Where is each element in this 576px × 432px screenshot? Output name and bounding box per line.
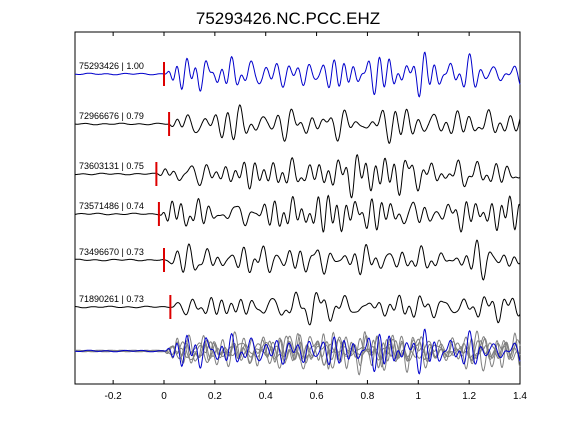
trace-labels-group: 75293426 | 1.00 72966676 | 0.79 73603131 |…: [79, 61, 144, 304]
x-tick-label: 0.6: [310, 391, 324, 402]
trace-label-4: 73571486 | 0.74: [79, 201, 144, 211]
picks-group: [155, 62, 172, 319]
overlay-trace-5: [75, 335, 521, 370]
traces-group: [74, 51, 521, 326]
x-tick-label: 0.8: [360, 391, 374, 402]
x-tick-label: 0.2: [208, 391, 222, 402]
x-tick-label: -0.2: [105, 391, 123, 402]
trace-label-2: 72966676 | 0.79: [79, 111, 144, 121]
chart-title: 75293426.NC.PCC.EHZ: [196, 9, 380, 28]
trace-label-3: 73603131 | 0.75: [79, 161, 144, 171]
x-tick-label: 1: [416, 391, 422, 402]
trace-line-4: [74, 194, 521, 233]
trace-line-2: [74, 104, 521, 144]
x-tick-label: 1.2: [462, 391, 476, 402]
trace-label-6: 71890261 | 0.73: [79, 294, 144, 304]
trace-label-5: 73496670 | 0.73: [79, 247, 144, 257]
overlay-group: [74, 328, 521, 376]
trace-line-6: [75, 291, 521, 326]
x-tick-label: 0: [161, 391, 167, 402]
trace-line-1: [74, 51, 521, 98]
overlay-reference-trace: [74, 328, 521, 375]
x-axis: -0.2 0 0.2 0.4 0.6 0.8 1 1.2 1.4: [105, 32, 527, 402]
trace-label-1: 75293426 | 1.00: [79, 61, 144, 71]
trace-line-3: [75, 153, 521, 199]
x-tick-label: 1.4: [513, 391, 527, 402]
x-tick-label: 0.4: [259, 391, 273, 402]
trace-line-5: [74, 239, 521, 281]
